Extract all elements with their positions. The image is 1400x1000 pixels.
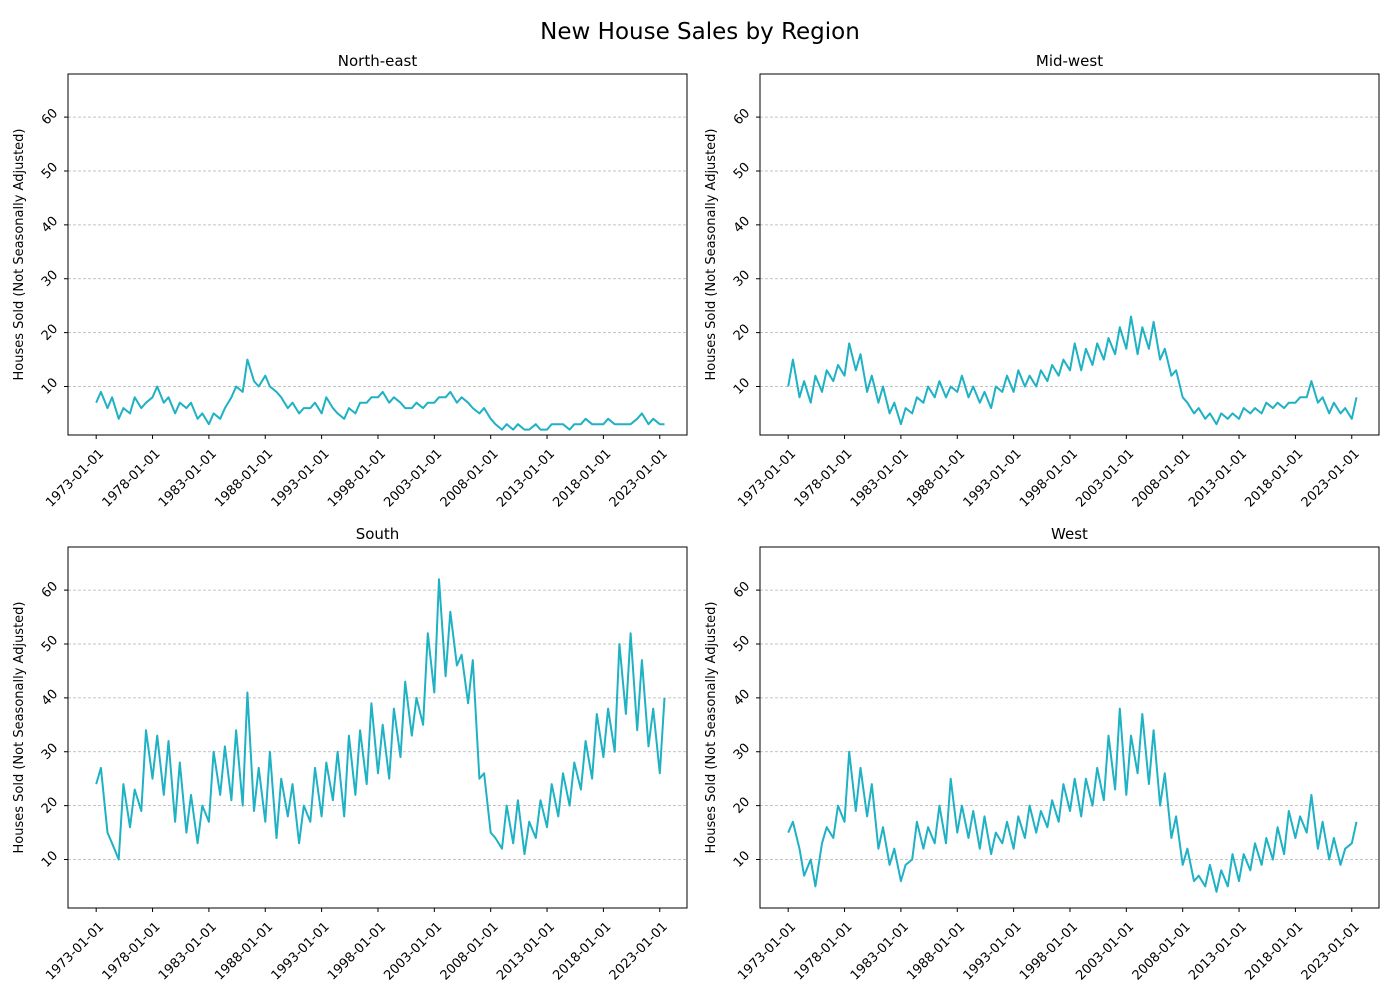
plot-frame (67, 73, 688, 436)
x-tick-label: 1978-01-01 (100, 919, 164, 983)
y-tick-label: 30 (39, 268, 61, 290)
x-tick-label: 1993-01-01 (269, 446, 333, 510)
x-tick-label: 1993-01-01 (269, 919, 333, 983)
y-axis-label: Houses Sold (Not Seasonally Adjusted) (12, 602, 27, 854)
x-tick-label: 2003-01-01 (1073, 446, 1137, 510)
x-tick-label: 2023-01-01 (1299, 919, 1363, 983)
subplot-grid: 1020304050601973-01-011978-01-011983-01-… (12, 52, 1380, 983)
subplot-west: 10 20 30 40 50 60 1973-01-011978-01-011983-01-… (704, 525, 1380, 983)
x-tick-label: 1978-01-01 (792, 446, 856, 510)
x-tick-label: 2003-01-01 (1073, 919, 1137, 983)
y-axis-label: Houses Sold (Not Seasonally Adjusted) (704, 129, 719, 381)
plot-frame (759, 73, 1380, 436)
x-tick-label: 1973-01-01 (43, 446, 107, 510)
y-tick-label: 40 (39, 687, 61, 709)
x-tick-label: 2018-01-01 (550, 919, 614, 983)
x-tick-label: 2003-01-01 (381, 446, 445, 510)
y-tick-label: 20 (731, 794, 753, 816)
x-tick-label: 1998-01-01 (325, 446, 389, 510)
series-line-south (95, 578, 666, 861)
y-axis-label: Houses Sold (Not Seasonally Adjusted) (704, 602, 719, 854)
subplot-south: 10 20 30 40 50 60 1973-01-011978-01-011983-01-… (12, 525, 688, 983)
x-tick-label: 1993-01-01 (961, 919, 1025, 983)
y-tick-label: 30 (731, 741, 753, 763)
x-tick-label: 2013-01-01 (494, 446, 558, 510)
x-tick-label: 2003-01-01 (381, 919, 445, 983)
x-tick-label: 1973-01-01 (735, 919, 799, 983)
x-tick-label: 1973-01-01 (43, 919, 107, 983)
x-tick-label: 1998-01-01 (1017, 919, 1081, 983)
y-tick-label: 20 (731, 321, 753, 343)
x-tick-label: 1983-01-01 (848, 446, 912, 510)
x-tick-label: 2013-01-01 (1186, 446, 1250, 510)
x-tick-label: 2018-01-01 (1242, 446, 1306, 510)
y-tick-label: 20 (39, 794, 61, 816)
x-tick-label: 2008-01-01 (438, 919, 502, 983)
x-tick-label: 1988-01-01 (904, 446, 968, 510)
y-tick-label: 30 (39, 741, 61, 763)
x-tick-label: 1983-01-01 (848, 919, 912, 983)
x-tick-label: 2018-01-01 (1242, 919, 1306, 983)
series-line-north-east (95, 358, 665, 431)
x-tick-label: 1993-01-01 (961, 446, 1025, 510)
subplot-title: North-east (338, 52, 418, 70)
subplot-title: South (356, 525, 400, 543)
x-tick-label: 1998-01-01 (1017, 446, 1081, 510)
plot-frame (67, 546, 688, 909)
series-line-mid-west (787, 315, 1358, 426)
y-tick-label: 40 (731, 214, 753, 236)
x-tick-label: 1988-01-01 (212, 446, 276, 510)
y-tick-label: 40 (39, 214, 61, 236)
y-tick-label: 50 (39, 160, 61, 182)
subplot-north-east: 10 20 30 40 50 60 1973-01-011978-01-011983-01-… (12, 52, 688, 510)
x-tick-label: 2008-01-01 (1130, 919, 1194, 983)
y-tick-label: 30 (731, 268, 753, 290)
y-tick-label: 10 (39, 375, 61, 397)
x-tick-label: 2023-01-01 (1299, 446, 1363, 510)
subplot-mid-west: 10 20 30 40 50 60 1973-01-011978-01-011983-01-… (704, 52, 1380, 510)
subplot-title: Mid-west (1036, 52, 1103, 70)
x-tick-label: 1998-01-01 (325, 919, 389, 983)
y-tick-label: 50 (39, 633, 61, 655)
y-axis-label: Houses Sold (Not Seasonally Adjusted) (12, 129, 27, 381)
x-tick-label: 1978-01-01 (100, 446, 164, 510)
y-tick-label: 40 (731, 687, 753, 709)
y-tick-label: 10 (731, 848, 753, 870)
y-tick-label: 10 (731, 375, 753, 397)
x-tick-label: 2023-01-01 (607, 919, 671, 983)
plot-frame (759, 546, 1380, 909)
x-tick-label: 2013-01-01 (494, 919, 558, 983)
figure-title: New House Sales by Region (540, 19, 860, 45)
x-tick-label: 2013-01-01 (1186, 919, 1250, 983)
y-tick-label: 50 (731, 160, 753, 182)
y-tick-label: 60 (731, 106, 753, 128)
series-line-west (787, 707, 1358, 893)
x-tick-label: 1983-01-01 (156, 446, 220, 510)
y-tick-label: 60 (39, 106, 61, 128)
x-tick-label: 1973-01-01 (735, 446, 799, 510)
x-tick-label: 2008-01-01 (438, 446, 502, 510)
y-tick-label: 50 (731, 633, 753, 655)
y-tick-label: 20 (39, 321, 61, 343)
x-tick-label: 1978-01-01 (792, 919, 856, 983)
x-tick-label: 1988-01-01 (212, 919, 276, 983)
x-tick-label: 1988-01-01 (904, 919, 968, 983)
y-tick-label: 60 (39, 579, 61, 601)
x-tick-label: 2023-01-01 (607, 446, 671, 510)
subplot-title: West (1051, 525, 1088, 543)
x-tick-label: 2008-01-01 (1130, 446, 1194, 510)
y-tick-label: 60 (731, 579, 753, 601)
x-tick-label: 2018-01-01 (550, 446, 614, 510)
x-tick-label: 1983-01-01 (156, 919, 220, 983)
y-tick-label: 10 (39, 848, 61, 870)
